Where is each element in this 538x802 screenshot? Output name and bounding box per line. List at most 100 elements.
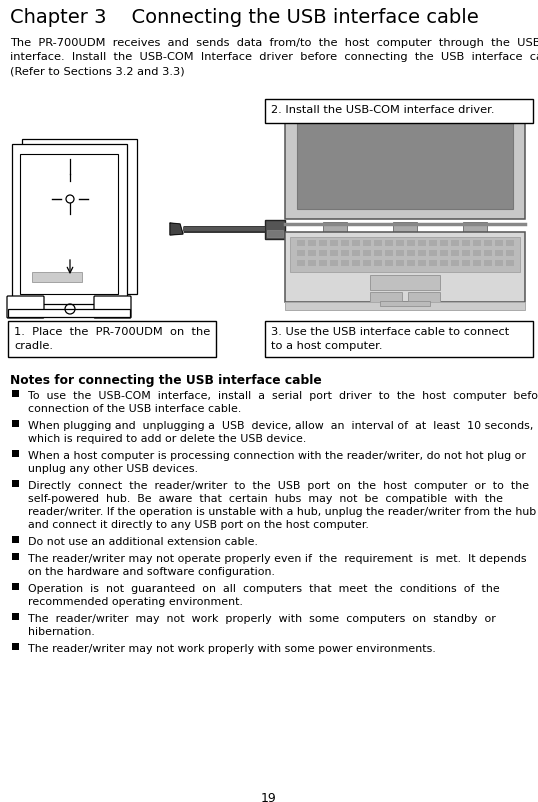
Bar: [440, 251, 448, 257]
Bar: [451, 261, 459, 267]
Text: 1.  Place  the  PR-700UDM  on  the: 1. Place the PR-700UDM on the: [14, 326, 210, 337]
Bar: [429, 261, 437, 267]
Bar: [12, 420, 19, 427]
Bar: [265, 322, 533, 358]
Bar: [297, 261, 305, 267]
Bar: [319, 251, 327, 257]
Bar: [267, 231, 283, 237]
Text: 2. Install the USB-COM interface driver.: 2. Install the USB-COM interface driver.: [271, 105, 494, 115]
Bar: [440, 261, 448, 267]
Text: cradle.: cradle.: [14, 341, 53, 350]
Bar: [484, 251, 492, 257]
Bar: [370, 293, 402, 302]
Text: Notes for connecting the USB interface cable: Notes for connecting the USB interface c…: [10, 374, 322, 387]
Bar: [363, 241, 371, 247]
Text: The reader/writer may not work properly with some power environments.: The reader/writer may not work properly …: [28, 643, 436, 653]
FancyBboxPatch shape: [7, 297, 44, 318]
Text: When a host computer is processing connection with the reader/writer, do not hot: When a host computer is processing conne…: [28, 451, 526, 473]
Bar: [12, 643, 19, 650]
Bar: [393, 223, 417, 233]
Bar: [396, 261, 404, 267]
Bar: [12, 553, 19, 561]
Text: The  reader/writer  may  not  work  properly  with  some  computers  on  standby: The reader/writer may not work properly …: [28, 614, 496, 636]
Text: to a host computer.: to a host computer.: [271, 341, 383, 350]
Bar: [8, 322, 216, 358]
Text: The reader/writer may not operate properly even if  the  requirement  is  met.  : The reader/writer may not operate proper…: [28, 553, 527, 577]
Bar: [462, 241, 470, 247]
Bar: [463, 223, 487, 233]
Bar: [297, 241, 305, 247]
Bar: [8, 310, 130, 318]
Bar: [429, 241, 437, 247]
Bar: [495, 251, 503, 257]
Bar: [506, 251, 514, 257]
Bar: [323, 223, 347, 233]
Bar: [462, 261, 470, 267]
Bar: [352, 251, 360, 257]
Text: When plugging and  unplugging a  USB  device, allow  an  interval of  at  least : When plugging and unplugging a USB devic…: [28, 420, 533, 444]
Bar: [265, 100, 533, 124]
Bar: [308, 241, 316, 247]
Bar: [385, 261, 393, 267]
Bar: [473, 251, 481, 257]
Bar: [506, 261, 514, 267]
Bar: [407, 261, 415, 267]
Bar: [451, 251, 459, 257]
Bar: [374, 251, 382, 257]
Bar: [12, 391, 19, 398]
Bar: [308, 251, 316, 257]
Text: To  use  the  USB-COM  interface,  install  a  serial  port  driver  to  the  ho: To use the USB-COM interface, install a …: [28, 391, 538, 414]
Bar: [385, 251, 393, 257]
Text: Do not use an additional extension cable.: Do not use an additional extension cable…: [28, 537, 258, 546]
Bar: [297, 251, 305, 257]
Bar: [407, 241, 415, 247]
Bar: [370, 276, 440, 290]
Bar: [330, 251, 338, 257]
Bar: [285, 302, 525, 310]
Bar: [380, 302, 430, 306]
Bar: [429, 251, 437, 257]
Text: 3. Use the USB interface cable to connect: 3. Use the USB interface cable to connec…: [271, 326, 509, 337]
Text: (Refer to Sections 3.2 and 3.3): (Refer to Sections 3.2 and 3.3): [10, 66, 185, 76]
Text: Directly  connect  the  reader/writer  to  the  USB  port  on  the  host  comput: Directly connect the reader/writer to th…: [28, 480, 536, 529]
Bar: [484, 241, 492, 247]
Bar: [352, 261, 360, 267]
Bar: [418, 241, 426, 247]
Bar: [352, 241, 360, 247]
Bar: [12, 480, 19, 488]
Bar: [396, 241, 404, 247]
Bar: [330, 261, 338, 267]
Bar: [440, 241, 448, 247]
Bar: [330, 241, 338, 247]
Text: Operation  is  not  guaranteed  on  all  computers  that  meet  the  conditions : Operation is not guaranteed on all compu…: [28, 583, 500, 606]
Polygon shape: [170, 224, 183, 236]
Bar: [285, 233, 525, 302]
Bar: [12, 614, 19, 620]
Bar: [385, 241, 393, 247]
Bar: [265, 221, 285, 240]
Bar: [32, 273, 82, 282]
Bar: [319, 241, 327, 247]
Bar: [495, 241, 503, 247]
Bar: [506, 241, 514, 247]
FancyBboxPatch shape: [12, 145, 127, 305]
Bar: [363, 251, 371, 257]
Bar: [374, 241, 382, 247]
Bar: [12, 451, 19, 457]
Bar: [408, 293, 440, 302]
Bar: [484, 261, 492, 267]
Bar: [290, 237, 520, 273]
Text: Chapter 3    Connecting the USB interface cable: Chapter 3 Connecting the USB interface c…: [10, 8, 479, 27]
Bar: [451, 241, 459, 247]
Bar: [12, 583, 19, 590]
Text: 19: 19: [261, 791, 277, 802]
Text: interface.  Install  the  USB-COM  Interface  driver  before  connecting  the  U: interface. Install the USB-COM Interface…: [10, 52, 538, 62]
FancyBboxPatch shape: [94, 297, 131, 318]
Bar: [407, 251, 415, 257]
Text: The  PR-700UDM  receives  and  sends  data  from/to  the  host  computer  throug: The PR-700UDM receives and sends data fr…: [10, 38, 538, 48]
FancyBboxPatch shape: [22, 140, 137, 294]
Bar: [297, 115, 513, 210]
Bar: [341, 251, 349, 257]
Bar: [462, 251, 470, 257]
Bar: [12, 537, 19, 543]
